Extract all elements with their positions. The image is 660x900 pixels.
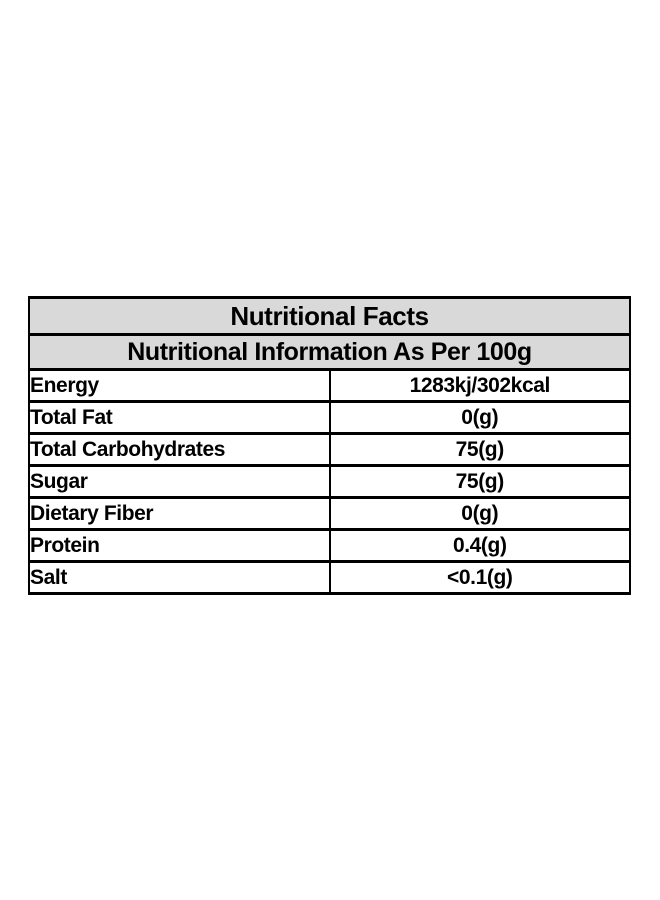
table-row: Total Fat 0(g) xyxy=(28,400,631,435)
table-row: Sugar 75(g) xyxy=(28,464,631,499)
table-subtitle-row: Nutritional Information As Per 100g xyxy=(28,333,631,371)
table-row: Energy 1283kj/302kcal xyxy=(28,368,631,403)
nutrient-label: Dietary Fiber xyxy=(28,496,331,531)
nutrient-value: 0(g) xyxy=(328,496,631,531)
nutrient-value: <0.1(g) xyxy=(328,560,631,595)
table-row: Dietary Fiber 0(g) xyxy=(28,496,631,531)
nutrient-label: Sugar xyxy=(28,464,331,499)
nutrition-facts-table: Nutritional Facts Nutritional Informatio… xyxy=(28,296,631,595)
table-row: Protein 0.4(g) xyxy=(28,528,631,563)
nutrient-label: Salt xyxy=(28,560,331,595)
table-title-row: Nutritional Facts xyxy=(28,296,631,336)
nutrient-value: 75(g) xyxy=(328,464,631,499)
table-row: Total Carbohydrates 75(g) xyxy=(28,432,631,467)
nutrient-value: 0(g) xyxy=(328,400,631,435)
table-title: Nutritional Facts xyxy=(28,296,631,336)
table-subtitle: Nutritional Information As Per 100g xyxy=(28,333,631,371)
nutrient-label: Energy xyxy=(28,368,331,403)
nutrient-label: Total Fat xyxy=(28,400,331,435)
nutrient-value: 0.4(g) xyxy=(328,528,631,563)
nutrient-value: 75(g) xyxy=(328,432,631,467)
nutrient-label: Protein xyxy=(28,528,331,563)
nutrient-label: Total Carbohydrates xyxy=(28,432,331,467)
nutrient-value: 1283kj/302kcal xyxy=(328,368,631,403)
table-row: Salt <0.1(g) xyxy=(28,560,631,595)
